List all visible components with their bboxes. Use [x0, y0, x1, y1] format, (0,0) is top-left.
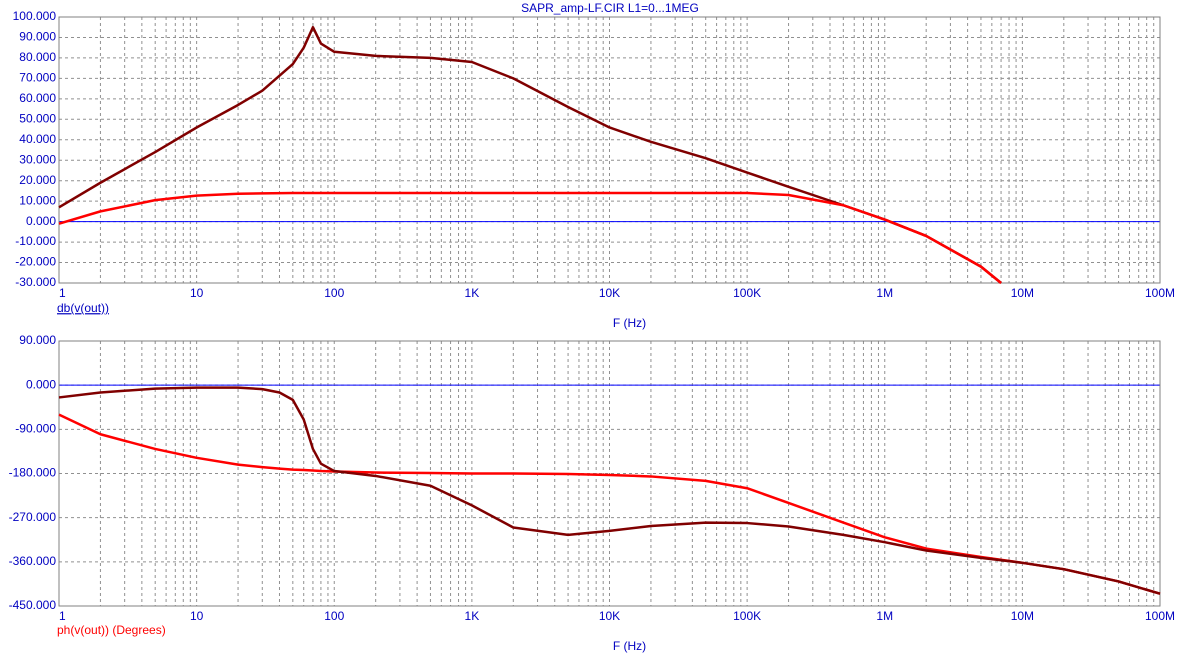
x-tick-label: 1K [465, 286, 480, 300]
x-tick-label: 100M [1145, 286, 1175, 300]
y-tick-label: 90.000 [19, 333, 56, 347]
y-tick-label: -10.000 [15, 234, 56, 248]
x-tick-label: 10K [599, 286, 620, 300]
y-tick-label: 20.000 [19, 173, 56, 187]
y-tick-label: 30.000 [19, 152, 56, 166]
x-tick-label: 10M [1011, 609, 1034, 623]
x-tick-label: 10K [599, 609, 620, 623]
y-tick-label: 0.000 [26, 214, 56, 228]
y-axis-label: ph(v(out)) (Degrees) [57, 623, 166, 637]
x-tick-label: 1 [59, 609, 66, 623]
x-tick-label: 10M [1011, 286, 1034, 300]
x-axis-label: F (Hz) [613, 316, 646, 330]
x-tick-label: 1K [465, 609, 480, 623]
x-tick-label: 100K [733, 286, 761, 300]
y-tick-label: 80.000 [19, 50, 56, 64]
x-axis-label: F (Hz) [613, 639, 646, 653]
y-tick-label: -20.000 [15, 255, 56, 269]
y-tick-label: 90.000 [19, 30, 56, 44]
x-tick-label: 100K [733, 609, 761, 623]
x-tick-label: 1 [59, 286, 66, 300]
plot-frame [58, 16, 1161, 284]
y-tick-label: -360.000 [9, 554, 57, 568]
x-tick-label: 1M [876, 286, 893, 300]
y-axis-label: db(v(out)) [57, 301, 109, 315]
y-tick-label: 40.000 [19, 132, 56, 146]
y-tick-label: -270.000 [9, 510, 57, 524]
y-tick-label: 60.000 [19, 91, 56, 105]
y-tick-label: 70.000 [19, 71, 56, 85]
y-tick-label: 0.000 [26, 377, 56, 391]
x-tick-label: 10 [190, 609, 204, 623]
x-tick-label: 100M [1145, 609, 1175, 623]
y-tick-label: 50.000 [19, 111, 56, 125]
curve [58, 386, 1161, 595]
x-tick-label: 100 [324, 286, 344, 300]
y-tick-label: -180.000 [9, 466, 57, 480]
y-tick-label: 10.000 [19, 193, 56, 207]
curve [58, 25, 1002, 284]
plot-frame [58, 340, 1161, 607]
x-tick-label: 10 [190, 286, 204, 300]
y-tick-label: -450.000 [9, 598, 57, 612]
y-tick-label: -90.000 [15, 422, 56, 436]
curve [58, 191, 1002, 284]
x-tick-label: 100 [324, 609, 344, 623]
y-tick-label: -30.000 [15, 275, 56, 289]
y-tick-label: 100.000 [13, 9, 57, 23]
chart-title: SAPR_amp-LF.CIR L1=0...1MEG [521, 1, 699, 15]
curve [58, 413, 1161, 595]
x-tick-label: 1M [876, 609, 893, 623]
